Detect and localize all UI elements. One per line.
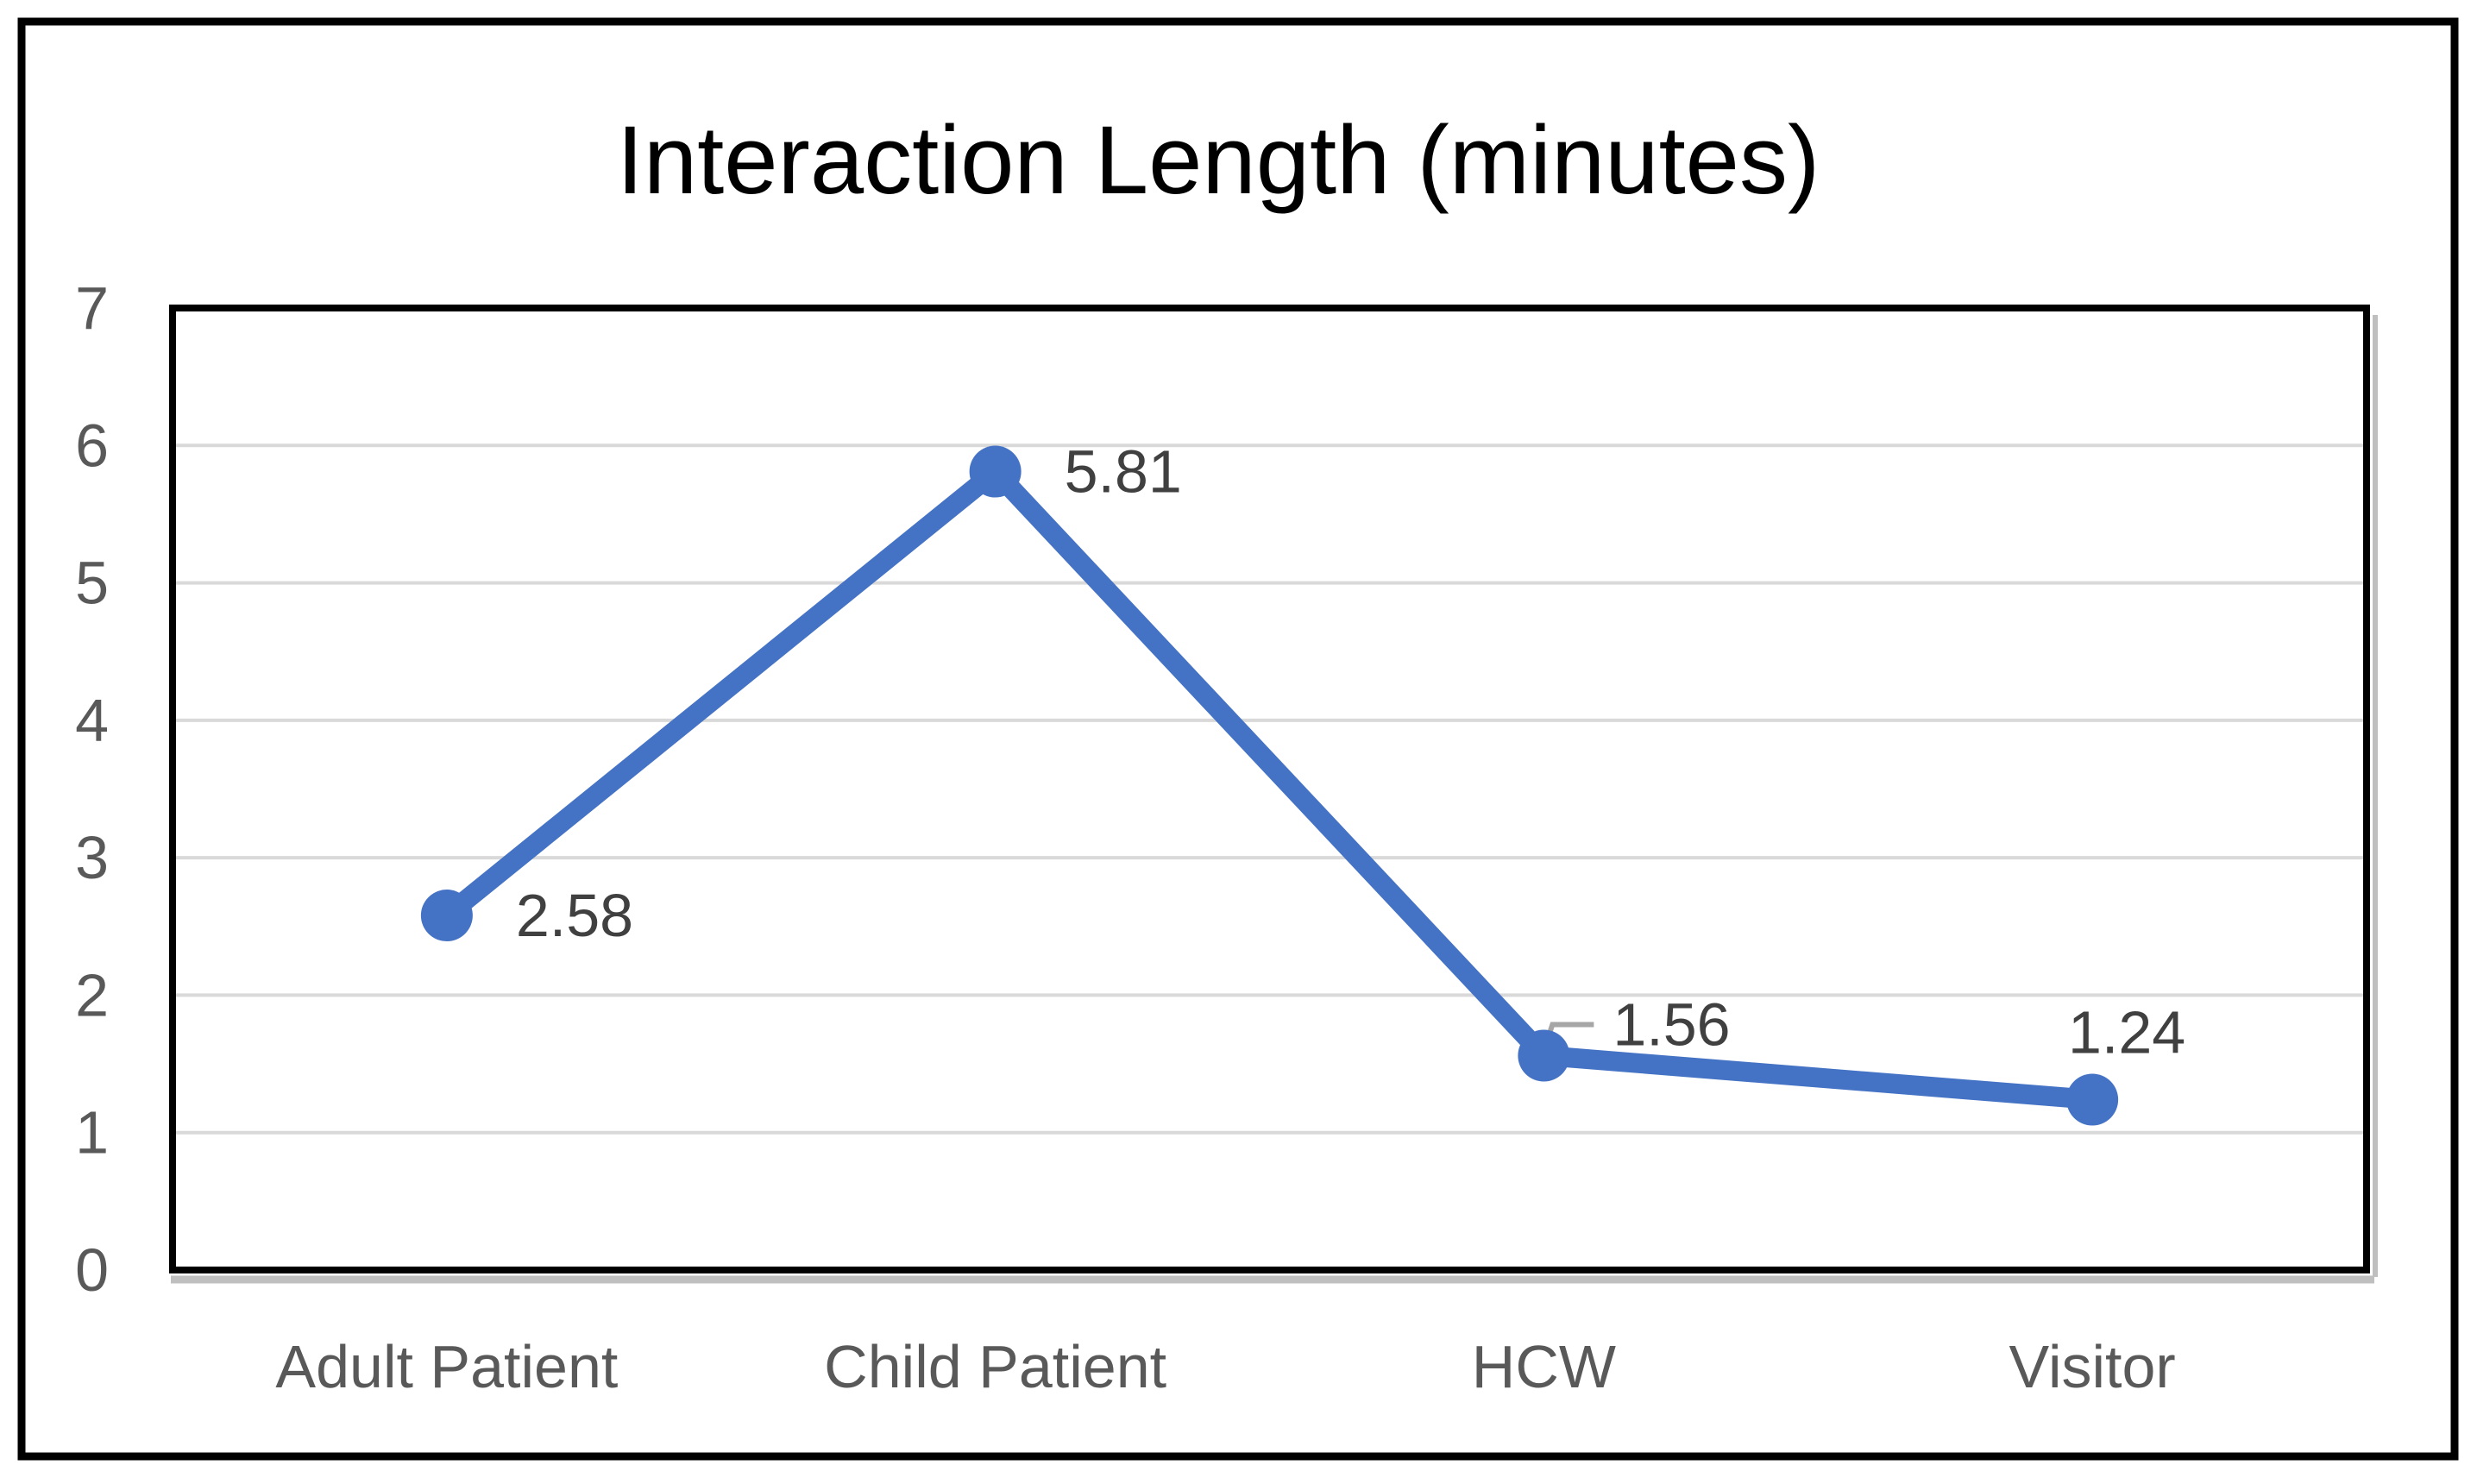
data-labels: 2.58 5.81 1.56 1.24 [516,438,2185,1066]
data-label: 1.24 [2068,998,2185,1066]
y-tick-label: 7 [75,274,109,342]
data-label: 1.56 [1613,991,1730,1059]
axis-labels: 0 1 2 3 4 5 6 7 Adult Patient Child Patient HCW Vis… [75,274,2176,1400]
data-point-marker [969,445,1022,498]
data-point-marker [420,890,473,942]
gridlines [173,443,2367,1135]
x-category-label: Child Patient [824,1333,1166,1400]
chart-line [437,462,2103,1110]
plot-border [169,305,2370,1273]
data-label: 5.81 [1065,438,1182,506]
data-series [420,445,2119,1126]
data-point-marker [1518,1029,1570,1082]
y-tick-label: 0 [75,1236,109,1304]
y-tick-label: 6 [75,412,109,479]
figure-border [17,17,2459,1461]
data-point-marker [2066,1073,2119,1126]
plot-area [169,305,2378,1284]
x-category-label: Adult Patient [275,1333,618,1400]
y-tick-label: 4 [75,687,109,754]
y-tick-label: 2 [75,961,109,1028]
x-category-label: HCW [1472,1333,1616,1400]
y-tick-label: 5 [75,550,109,617]
data-label: 2.58 [516,882,633,949]
y-tick-label: 3 [75,824,109,891]
x-category-label: Visitor [2009,1333,2176,1400]
chart-title: Interaction Length (minutes) [617,106,1820,214]
y-tick-label: 1 [75,1099,109,1166]
